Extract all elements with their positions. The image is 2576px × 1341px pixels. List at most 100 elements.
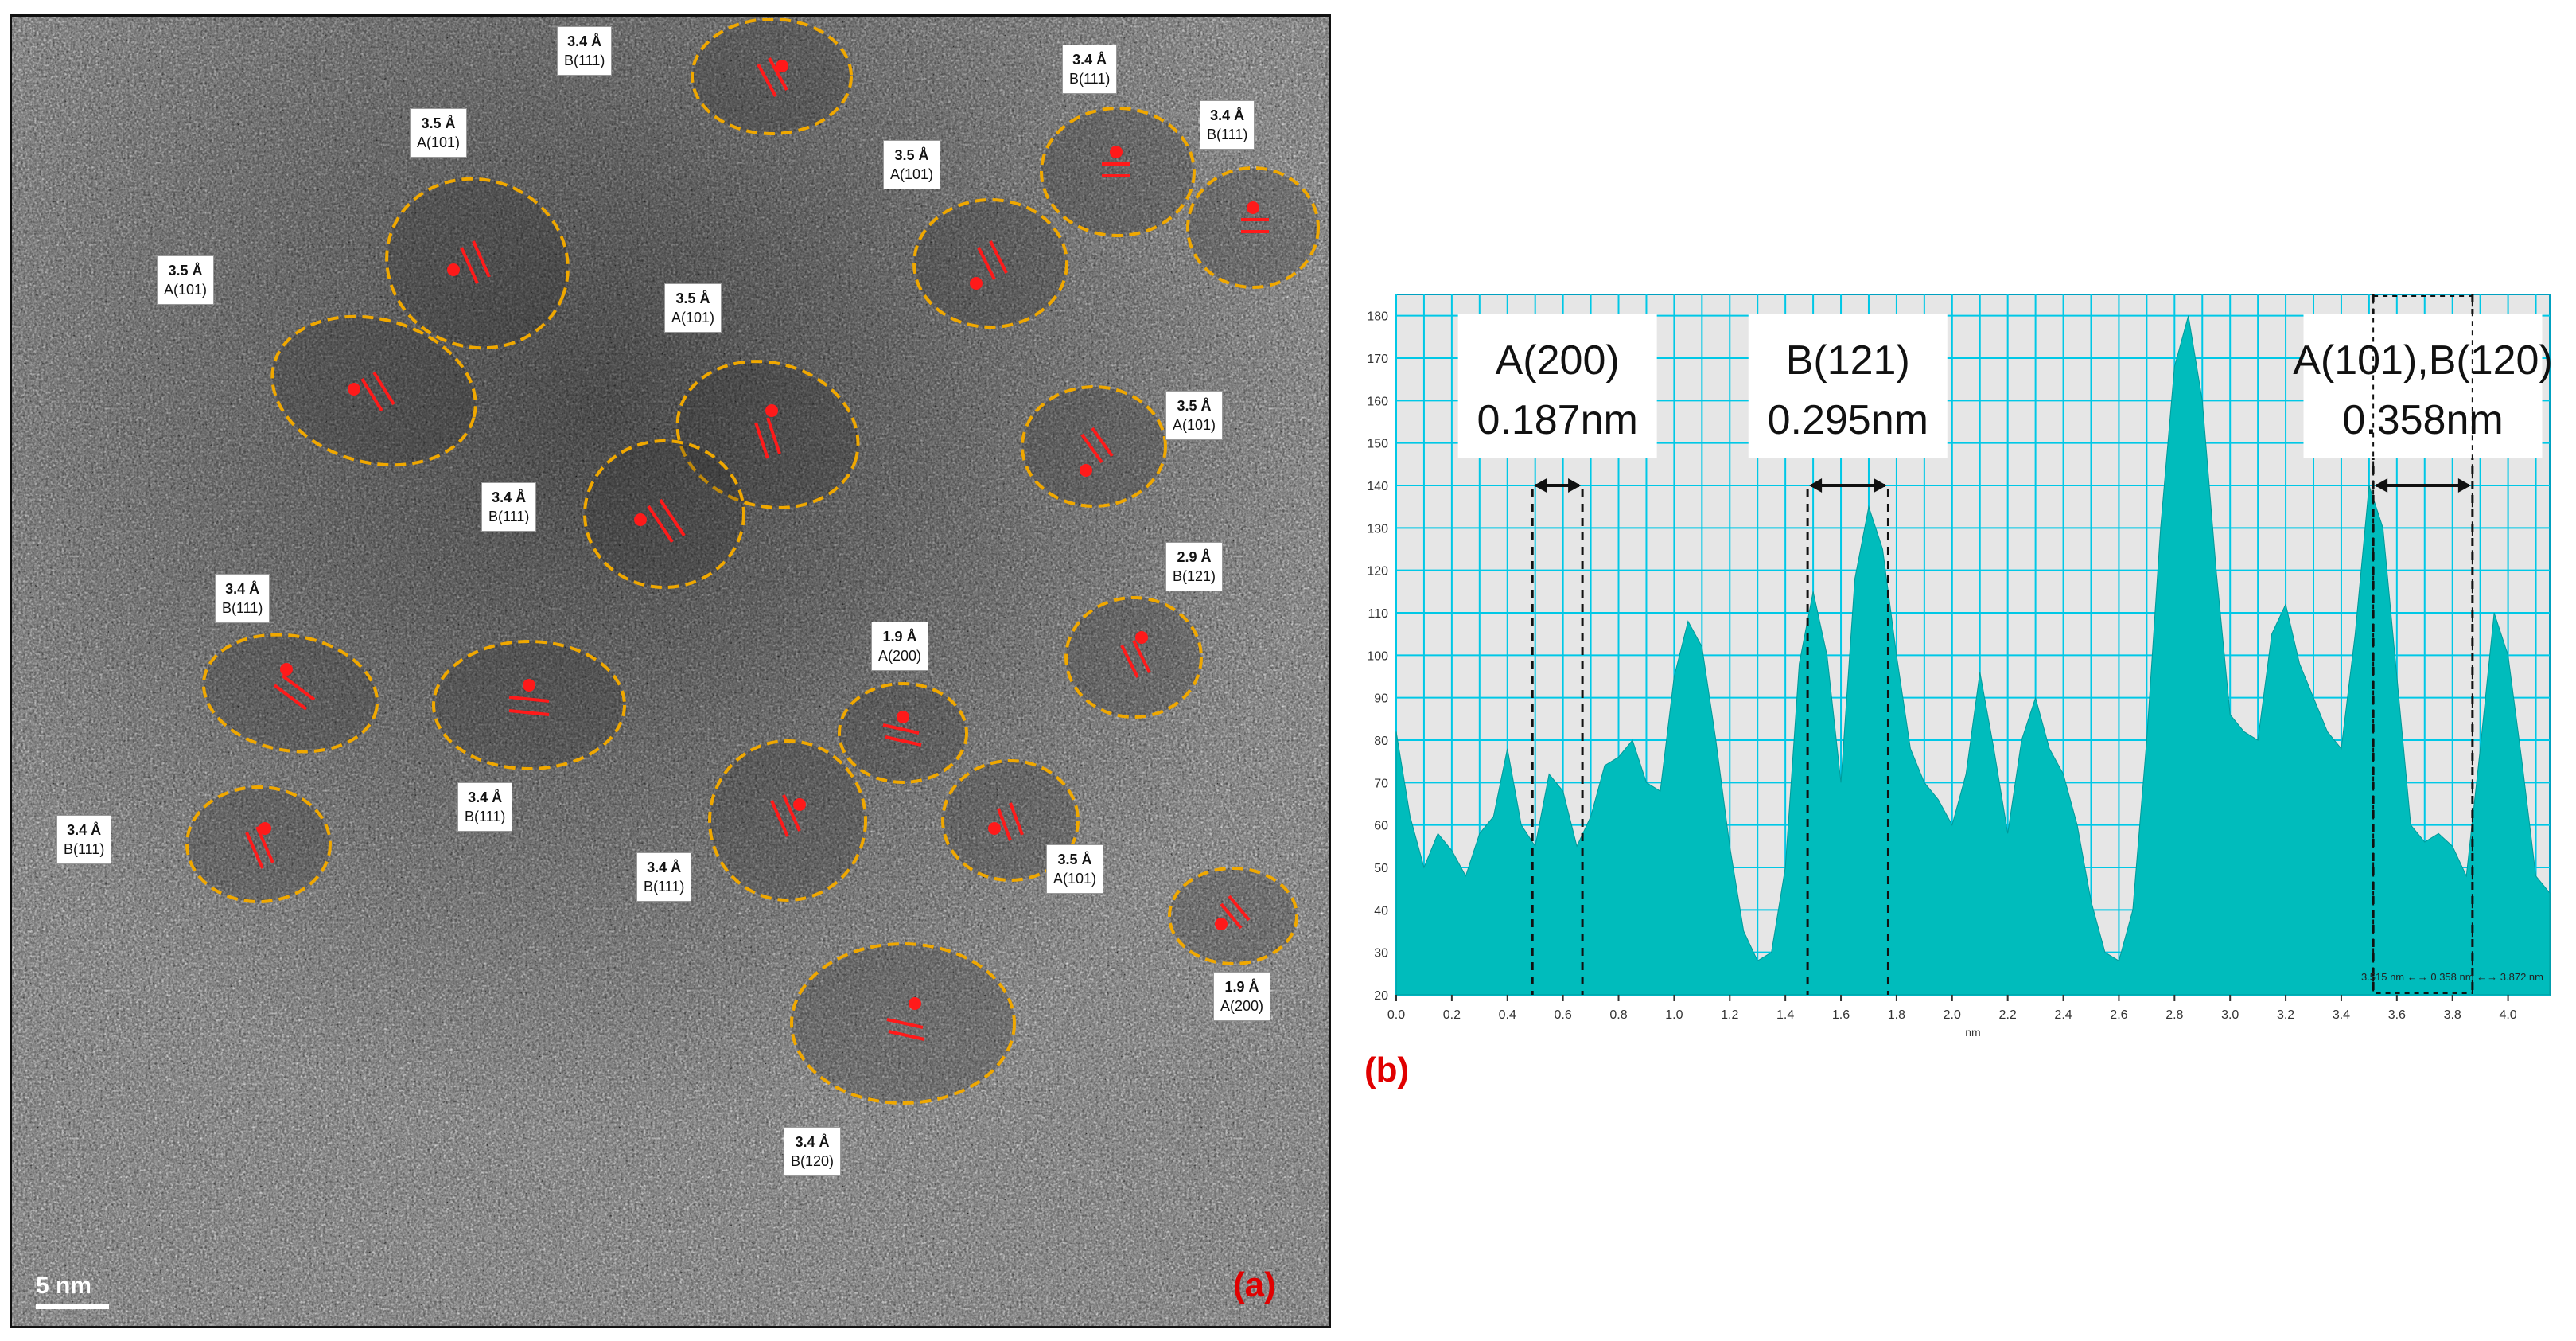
lattice-fringe-marker	[882, 711, 922, 747]
grain-label: 1.9 Å A(200)	[871, 622, 929, 671]
grain-outline	[1040, 107, 1196, 237]
x-tick-label: 2.0	[1944, 1008, 1961, 1022]
spacing-arrowhead	[1568, 478, 1582, 493]
grain-plane: B(111)	[465, 809, 506, 824]
peak-spacing-annotation: B(121) 0.295nm	[1748, 314, 1948, 995]
grain-spacing: 3.4 Å	[1210, 107, 1245, 123]
lattice-fringe-marker	[754, 404, 781, 459]
grain-label: 3.5 Å A(101)	[157, 255, 215, 305]
grain-spacing: 3.4 Å	[1072, 52, 1107, 68]
lattice-fringe-marker	[1241, 201, 1269, 233]
y-tick-label: 100	[1367, 649, 1388, 663]
lattice-fringe-marker	[1120, 631, 1151, 678]
x-tick-label: 1.4	[1776, 1008, 1794, 1022]
grain-label: 1.9 Å A(200)	[1213, 972, 1271, 1021]
x-tick-label: 1.6	[1832, 1008, 1850, 1022]
grain-outline	[1021, 385, 1167, 508]
grain-spacing: 3.5 Å	[1177, 398, 1212, 414]
line-profile-chart: 0.0 0.2 0.4 0.6 0.8 1.0 1.2 1.4 1.6 1.8 2.0 2.2 2.4 2…	[1367, 294, 2553, 1039]
lattice-fringe-marker	[1080, 427, 1114, 477]
grain-spacing: 3.5 Å	[421, 115, 456, 131]
y-tick-label: 50	[1374, 862, 1388, 875]
grain-label: 3.4 Å B(111)	[1200, 100, 1255, 150]
x-tick-label: 2.4	[2054, 1008, 2072, 1022]
lattice-fringe-marker	[886, 997, 925, 1041]
x-tick-label: 0.8	[1609, 1008, 1627, 1022]
measurement-readout: 3.515 nm ←→ 0.358 nm ←→ 3.872 nm	[2361, 971, 2543, 983]
x-tick-label: 2.8	[2165, 1008, 2183, 1022]
grain-plane: A(101)	[1053, 871, 1097, 887]
y-tick-label: 150	[1367, 438, 1388, 451]
y-tick-label: 40	[1374, 904, 1388, 918]
panel-label-b: (b)	[1364, 1051, 1410, 1090]
panel-label-a: (a)	[1233, 1265, 1276, 1304]
grain-label: 3.4 Å B(111)	[56, 815, 112, 864]
x-axis: 0.0 0.2 0.4 0.6 0.8 1.0 1.2 1.4 1.6 1.8 2.0 2.2 2.4 2…	[1387, 995, 2517, 1039]
grain-plane: A(200)	[878, 648, 922, 664]
lattice-fringe-marker	[757, 57, 788, 97]
grain-spacing: 3.4 Å	[647, 860, 682, 875]
grain-plane: B(111)	[222, 600, 263, 616]
y-tick-label: 120	[1367, 565, 1388, 579]
grain-outline	[583, 439, 745, 589]
lattice-fringe-marker	[988, 802, 1024, 841]
scale-bar-label: 5 nm	[36, 1273, 92, 1299]
spacing-arrowhead	[1809, 478, 1823, 493]
lattice-fringe-marker	[348, 371, 395, 412]
lattice-fringe-marker	[770, 794, 806, 837]
grain-outline	[1186, 166, 1320, 289]
grain-spacing: 3.4 Å	[468, 789, 503, 805]
x-tick-label: 3.2	[2277, 1008, 2294, 1022]
grain-label: 3.4 Å B(111)	[481, 482, 537, 532]
y-tick-label: 80	[1374, 735, 1388, 748]
x-tick-label: 3.8	[2444, 1008, 2461, 1022]
x-tick-label: 1.8	[1888, 1008, 1905, 1022]
grain-plane: A(101)	[417, 134, 461, 150]
annotation-box	[1748, 314, 1948, 458]
grain-plane: A(101)	[1173, 417, 1216, 433]
grain-plane: B(121)	[1173, 568, 1216, 584]
grain-label: 3.4 Å B(111)	[215, 574, 270, 623]
y-tick-label: 60	[1374, 820, 1388, 833]
grain-label: 3.4 Å B(111)	[1062, 45, 1118, 94]
grain-label: 3.4 Å B(120)	[784, 1127, 842, 1176]
grain-spacing: 1.9 Å	[882, 629, 917, 645]
y-tick-label: 70	[1374, 777, 1388, 790]
grain-outline	[185, 785, 332, 903]
grain-plane: B(111)	[564, 53, 605, 68]
x-tick-label: 3.0	[2221, 1008, 2239, 1022]
y-tick-label: 110	[1368, 607, 1388, 621]
grain-outline	[838, 682, 968, 784]
spacing-arrowhead	[1534, 478, 1547, 493]
grain-spacing: 3.4 Å	[795, 1134, 830, 1150]
grain-spacing: 1.9 Å	[1224, 979, 1259, 995]
annotation-spacing: 0.295nm	[1768, 397, 1928, 443]
lattice-fringe-marker	[970, 240, 1008, 290]
grain-label: 3.5 Å A(101)	[1046, 844, 1104, 894]
x-tick-label: 3.6	[2388, 1008, 2406, 1022]
spacing-arrowhead	[2457, 478, 2471, 493]
x-tick-label: 4.0	[2499, 1008, 2516, 1022]
grain-spacing: 2.9 Å	[1177, 549, 1212, 565]
grain-plane: A(101)	[890, 166, 934, 182]
grain-outline	[941, 759, 1080, 882]
grain-plane: B(111)	[64, 841, 105, 857]
annotation-plane: A(101),B(120)	[2293, 337, 2553, 384]
grain-label: 3.4 Å B(111)	[557, 26, 613, 76]
y-tick-label: 20	[1374, 989, 1388, 1003]
grain-outline	[912, 198, 1068, 329]
grain-spacing: 3.5 Å	[1057, 852, 1092, 867]
y-tick-label: 170	[1367, 353, 1388, 366]
x-tick-label: 0.0	[1387, 1008, 1405, 1022]
grain-label: 3.4 Å B(111)	[457, 782, 513, 832]
grain-plane: B(120)	[791, 1153, 835, 1169]
annotation-plane: B(121)	[1786, 337, 1910, 384]
grain-spacing: 3.5 Å	[894, 147, 929, 163]
grain-spacing: 3.4 Å	[567, 33, 602, 49]
x-axis-label: nm	[1965, 1026, 1980, 1039]
lattice-fringe-marker	[1102, 146, 1130, 177]
grain-outline	[432, 640, 626, 770]
grain-spacing: 3.4 Å	[225, 581, 260, 597]
grain-plane: B(111)	[1207, 127, 1248, 142]
x-tick-label: 0.6	[1555, 1008, 1572, 1022]
